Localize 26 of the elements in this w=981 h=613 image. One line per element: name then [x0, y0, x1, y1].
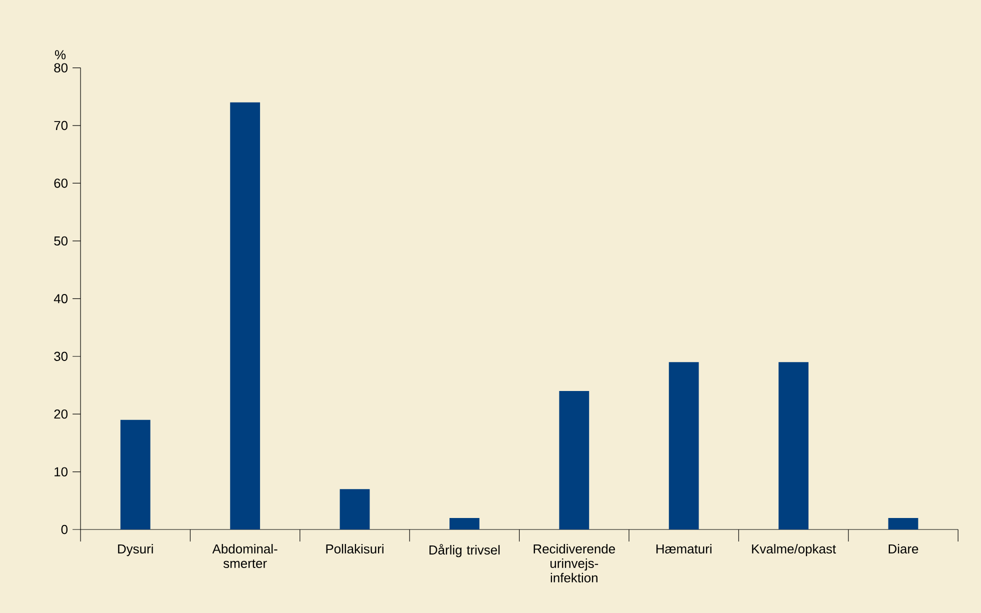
- y-axis-title: %: [54, 50, 66, 60]
- bar: [668, 362, 699, 530]
- bar: [230, 102, 260, 530]
- y-tick-label: 50: [54, 236, 68, 246]
- y-tick-label: 80: [54, 63, 68, 72]
- y-tick-label: 30: [54, 352, 68, 361]
- x-tick-label: Abdominal-smerter: [212, 544, 278, 568]
- bar: [450, 518, 480, 530]
- bar: [778, 362, 808, 530]
- y-tick-label: 40: [54, 294, 68, 304]
- bar: [888, 518, 918, 530]
- y-tick-label: 60: [54, 178, 68, 188]
- x-tick-label: Hæmaturi: [656, 544, 712, 554]
- y-tick-label: 20: [54, 409, 68, 419]
- x-tick-label: Dysuri: [118, 544, 153, 556]
- bar: [120, 420, 150, 530]
- y-tick-label: 70: [54, 120, 68, 130]
- x-tick-label: Diare: [888, 544, 918, 554]
- y-tick-label: 10: [54, 467, 68, 476]
- x-tick-label: Pollakisuri: [326, 544, 384, 554]
- bar: [340, 488, 370, 530]
- x-tick-label: Recidiverende urinvejs-infektion: [534, 544, 615, 582]
- bar: [559, 390, 590, 530]
- y-tick-label: 0: [61, 524, 68, 534]
- x-tick-label: Dårlig trivsel: [430, 544, 500, 558]
- x-tick-label: Kvalme/opkast: [752, 544, 836, 556]
